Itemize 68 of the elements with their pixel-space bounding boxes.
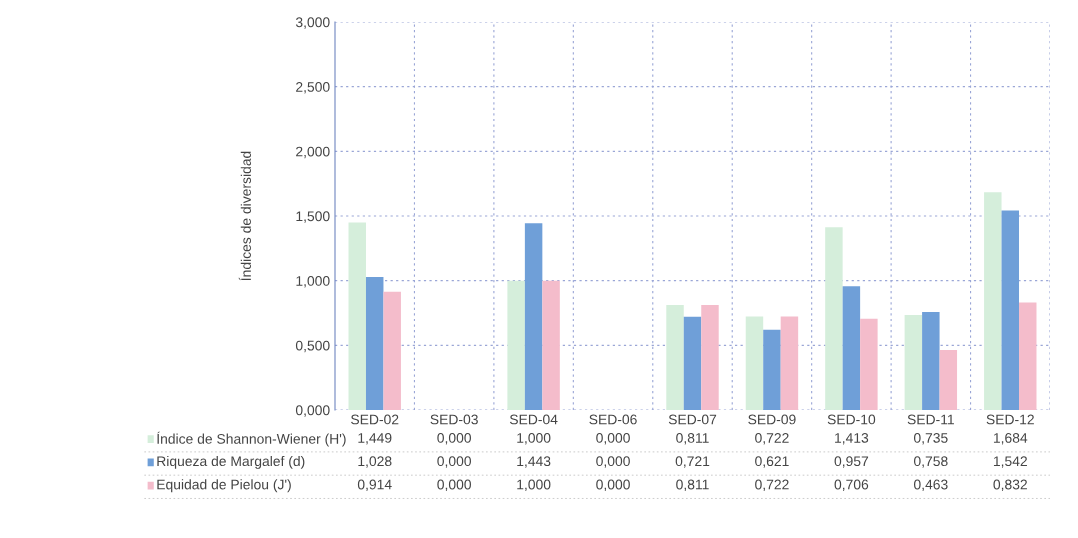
y-tick-label: 2,500 bbox=[296, 82, 330, 94]
legend-label: Equidad de Pielou (J') bbox=[157, 479, 291, 493]
y-tick-label: 1,500 bbox=[296, 211, 330, 223]
bar bbox=[922, 311, 940, 410]
data-label: 0,758 bbox=[914, 456, 948, 468]
bar bbox=[683, 316, 702, 410]
data-label: 1,000 bbox=[517, 432, 551, 445]
data-label: 0,722 bbox=[755, 479, 789, 492]
x-tick-label: SED-04 bbox=[509, 414, 558, 425]
bar bbox=[763, 329, 781, 410]
bar bbox=[825, 227, 843, 410]
data-label: 0,463 bbox=[914, 479, 948, 492]
bar bbox=[524, 223, 543, 410]
x-tick-label: SED-10 bbox=[827, 414, 876, 425]
y-tick-label: 1,000 bbox=[296, 276, 330, 288]
bar bbox=[1019, 302, 1037, 410]
data-label: 0,706 bbox=[834, 479, 869, 492]
bar bbox=[984, 192, 1002, 410]
data-label: 1,443 bbox=[517, 456, 551, 468]
x-tick-label: SED-12 bbox=[986, 414, 1034, 425]
data-label: 0,000 bbox=[596, 479, 630, 492]
data-label: 1,542 bbox=[993, 456, 1027, 468]
data-label: 0,914 bbox=[357, 479, 392, 492]
data-label: 0,000 bbox=[596, 456, 630, 468]
data-label: 0,721 bbox=[675, 456, 710, 468]
data-label: 0,000 bbox=[596, 432, 630, 445]
y-tick-label: 2,000 bbox=[296, 146, 330, 159]
x-tick-label: SED-09 bbox=[748, 414, 796, 425]
bar bbox=[939, 350, 958, 410]
data-label: 0,832 bbox=[993, 479, 1027, 492]
data-label: 1,028 bbox=[358, 456, 392, 468]
x-tick-label: SED-03 bbox=[430, 414, 478, 425]
data-label: 0,000 bbox=[437, 432, 471, 445]
bar bbox=[780, 316, 799, 410]
data-label: 0,811 bbox=[676, 432, 709, 445]
x-tick-label: SED-11 bbox=[907, 414, 954, 425]
data-label: 0,722 bbox=[755, 432, 789, 445]
legend-label: Riqueza de Margalef (d) bbox=[157, 455, 305, 469]
bar bbox=[542, 280, 560, 410]
data-label: 1,449 bbox=[358, 432, 392, 445]
bar bbox=[666, 305, 684, 410]
data-label: 0,957 bbox=[834, 456, 869, 468]
y-tick-label: 0,000 bbox=[295, 405, 330, 417]
data-label: 0,735 bbox=[914, 432, 948, 445]
data-label: 1,413 bbox=[835, 432, 869, 445]
x-tick-label: SED-02 bbox=[351, 414, 399, 425]
data-label: 1,000 bbox=[517, 479, 551, 492]
bar bbox=[507, 280, 525, 410]
bar bbox=[1001, 210, 1020, 410]
y-tick-label: 3,000 bbox=[295, 17, 330, 29]
x-tick-label: SED-06 bbox=[589, 414, 637, 425]
legend-label: Índice de Shannon-Wiener (H') bbox=[157, 431, 346, 447]
bar bbox=[860, 318, 878, 410]
bar bbox=[383, 291, 401, 410]
bar bbox=[745, 316, 764, 410]
bar bbox=[348, 222, 366, 410]
data-label: 0,621 bbox=[755, 456, 789, 468]
bar bbox=[842, 286, 861, 410]
data-label: 0,811 bbox=[676, 479, 709, 492]
bar bbox=[904, 314, 923, 410]
y-axis-title: Índices de diversidad bbox=[238, 151, 251, 281]
bar bbox=[365, 277, 384, 410]
data-label: 1,684 bbox=[993, 432, 1028, 445]
bar bbox=[701, 305, 719, 410]
data-label: 0,000 bbox=[437, 456, 471, 468]
y-tick-label: 0,500 bbox=[295, 340, 330, 353]
data-label: 0,000 bbox=[437, 479, 471, 492]
x-tick-label: SED-07 bbox=[668, 414, 717, 425]
